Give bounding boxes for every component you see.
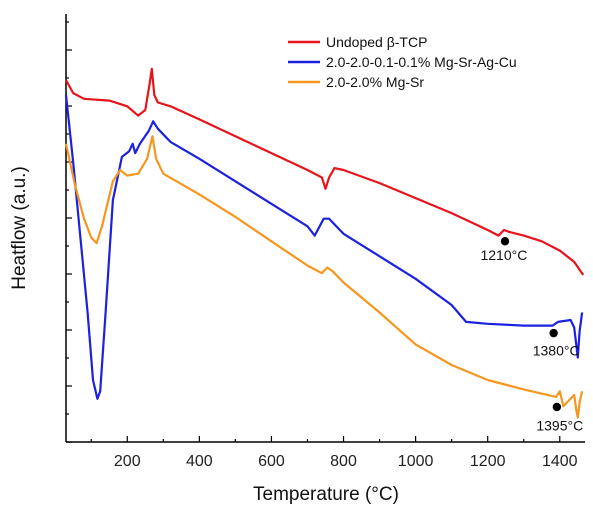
- x-axis-ticks: 200 400 600 800 1000 1200 1400: [90, 436, 578, 470]
- x-axis-label: Temperature (°C): [253, 484, 399, 505]
- x-tick-label: 1400: [542, 453, 578, 470]
- legend: Undoped β-TCP 2.0-2.0-0.1-0.1% Mg-Sr-Ag-C…: [288, 34, 517, 90]
- series-line-1: [65, 67, 585, 276]
- x-tick-label: 200: [114, 453, 141, 470]
- plot-area: 200 400 600 800 1000 1200 1400 1210°C 1380°C 139…: [64, 14, 585, 470]
- series-line-3: [64, 135, 584, 419]
- x-tick-label: 400: [186, 453, 213, 470]
- annotation-label-3: 1395°C: [536, 418, 583, 434]
- annotation-label-2: 1380°C: [533, 343, 580, 359]
- y-axis-label: Heatflow (a.u.): [9, 166, 30, 290]
- x-tick-label: 1000: [398, 453, 434, 470]
- x-tick-label: 800: [330, 453, 357, 470]
- x-tick-label: 600: [258, 453, 285, 470]
- x-tick-label: 1200: [470, 453, 506, 470]
- annotation-marker-1: [500, 237, 510, 246]
- annotation-marker-2: [549, 328, 558, 338]
- series-line-2: [64, 94, 584, 400]
- annotation-label-1: 1210°C: [480, 247, 527, 263]
- legend-label-3: 2.0-2.0% Mg-Sr: [326, 74, 424, 90]
- legend-label-1: Undoped β-TCP: [326, 34, 427, 50]
- series-layer: [64, 67, 585, 419]
- annotation-marker-3: [552, 402, 562, 412]
- annotations: 1210°C 1380°C 1395°C: [480, 237, 583, 434]
- legend-label-2: 2.0-2.0-0.1-0.1% Mg-Sr-Ag-Cu: [326, 54, 517, 70]
